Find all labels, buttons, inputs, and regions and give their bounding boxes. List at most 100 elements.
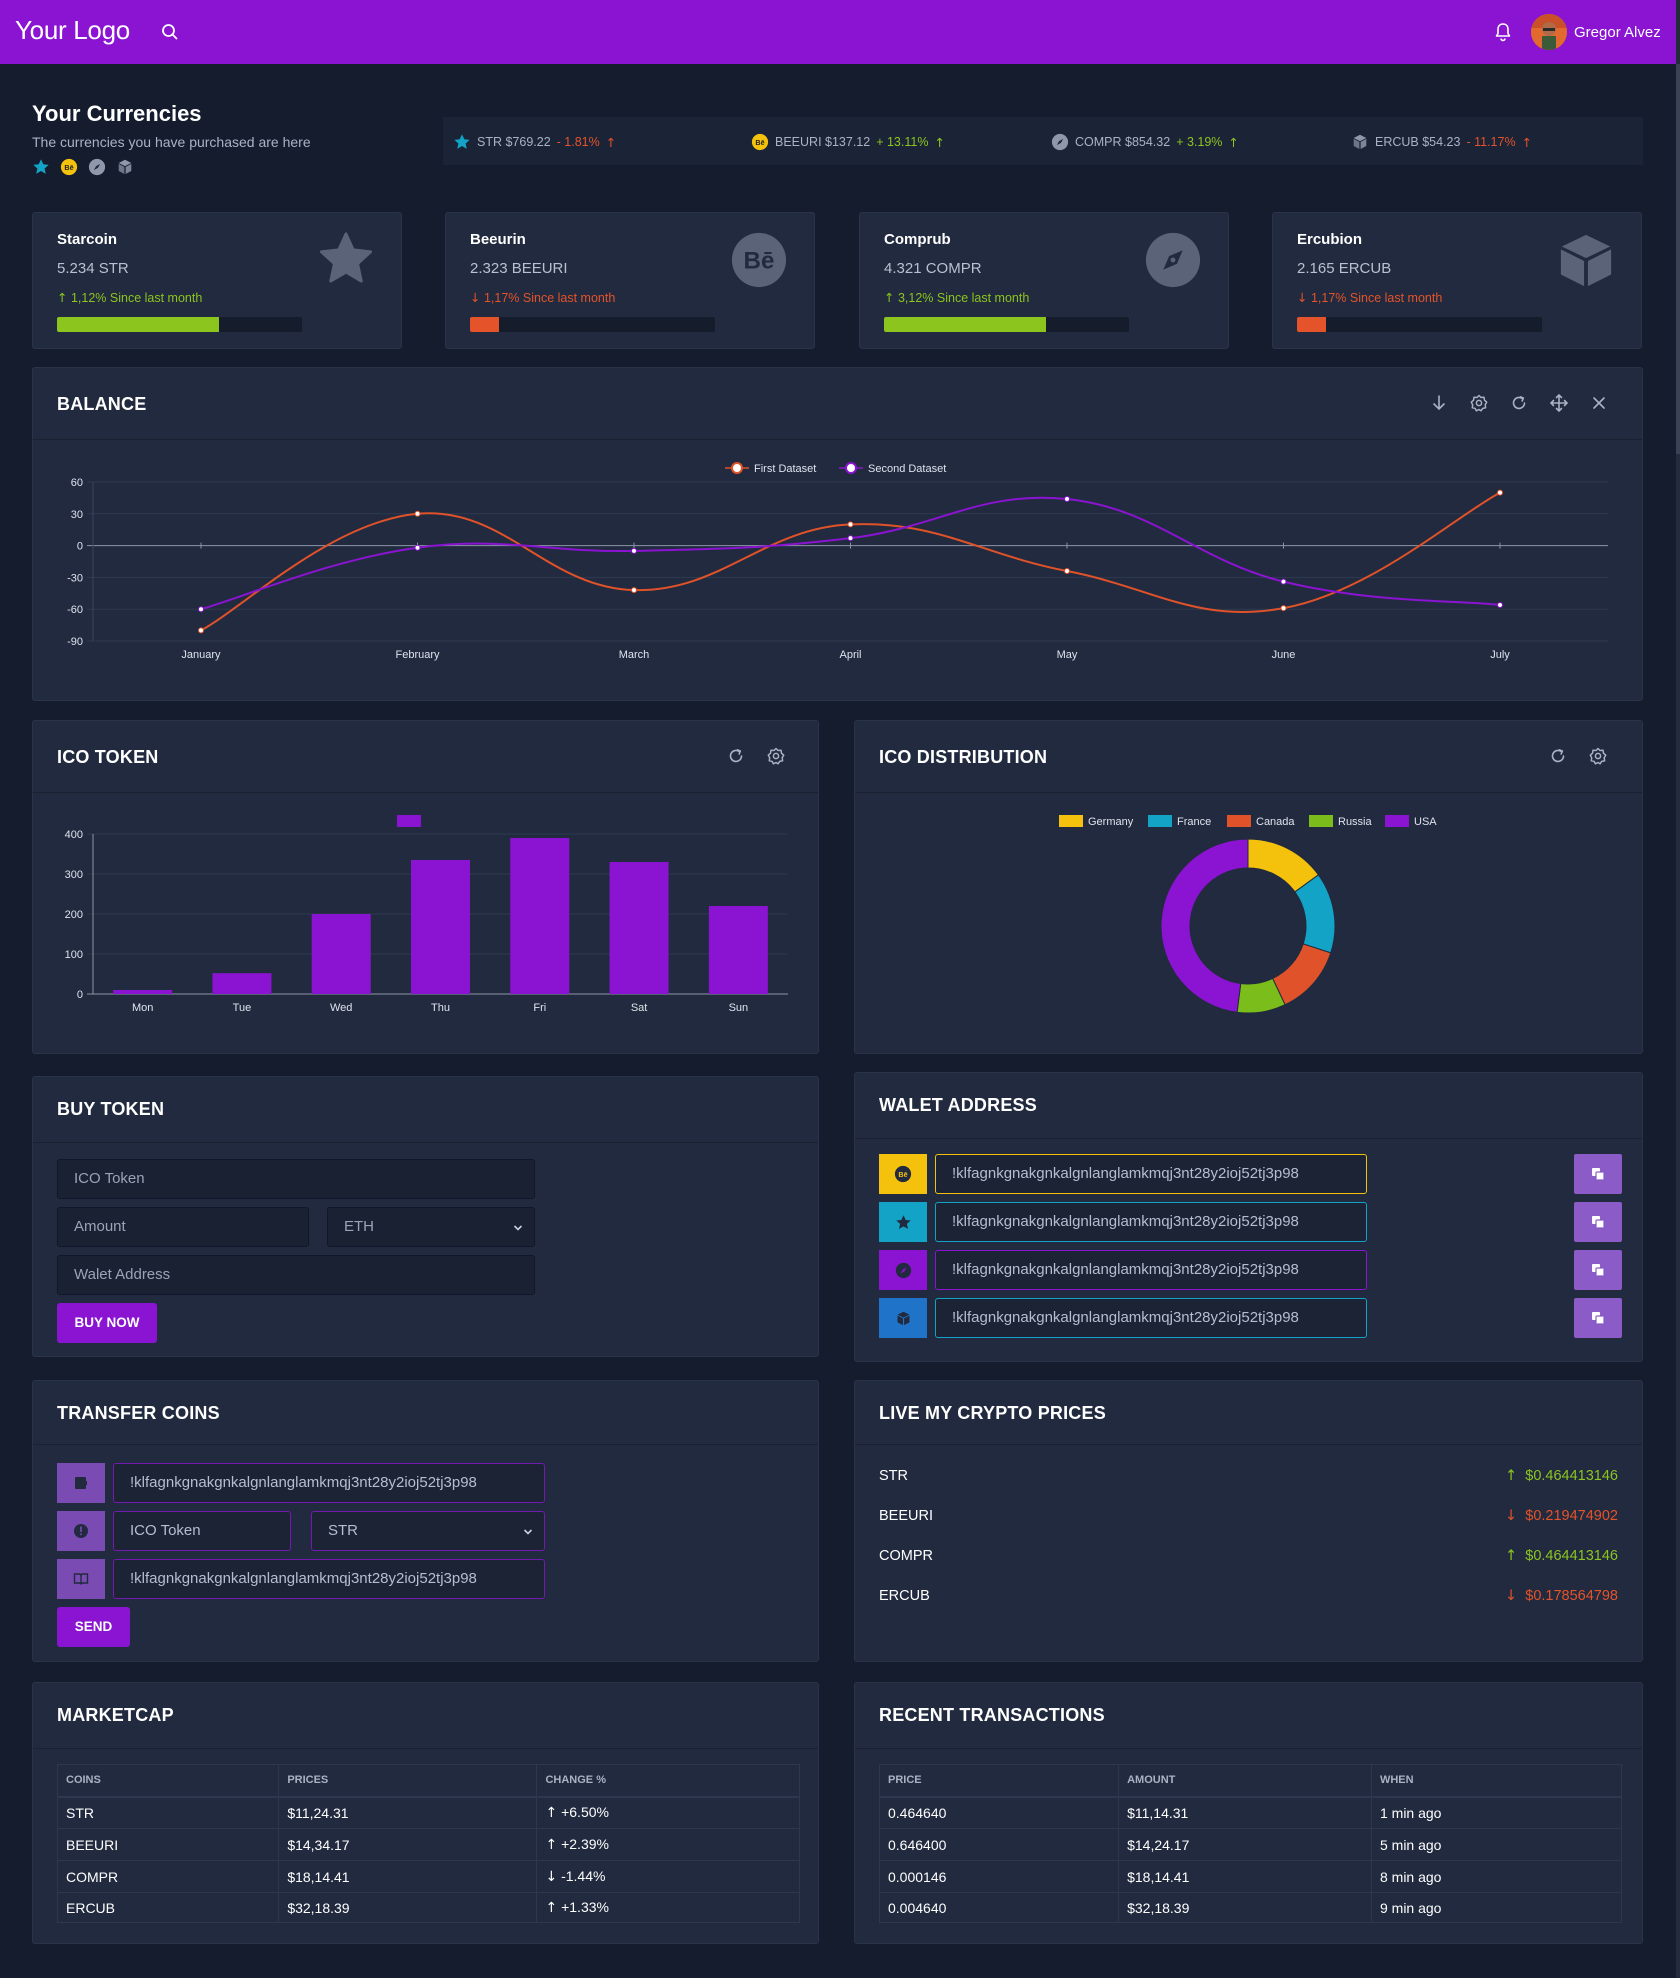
column-header[interactable]: CHANGE % xyxy=(536,1764,800,1798)
compass-icon xyxy=(895,1262,911,1278)
bar xyxy=(311,914,371,994)
ico-token-input[interactable]: ICO Token xyxy=(57,1159,535,1199)
copy-button[interactable] xyxy=(1574,1298,1622,1338)
scrollbar[interactable] xyxy=(1676,0,1680,1978)
to-address-field[interactable]: !klfagnkgnakgnkalgnlanglamkmqj3nt28y2ioj… xyxy=(113,1559,545,1599)
table-row[interactable]: 0.464640 $11,14.31 1 min ago xyxy=(878,1796,1623,1829)
column-header[interactable]: AMOUNT xyxy=(1118,1764,1372,1798)
marketcap-table: COINS PRICES CHANGE % STR $11,24.31 ↑ +6.5… xyxy=(56,1764,800,1923)
table-row[interactable]: 0.646400 $14,24.17 5 min ago xyxy=(878,1828,1623,1861)
wallet-coin-badge xyxy=(879,1250,927,1290)
legend-label: Canada xyxy=(1256,816,1295,828)
star-icon xyxy=(454,134,470,149)
refresh-icon[interactable] xyxy=(726,746,746,766)
price-row: BEEURI ↓ $0.219474902 xyxy=(879,1508,1618,1528)
walet-address-input[interactable]: Walet Address xyxy=(57,1255,535,1295)
card-name: Comprub xyxy=(884,231,951,248)
amount-input[interactable]: Amount xyxy=(57,1207,309,1247)
balance-panel: BALANCE 60 30 0 -30 -60 -90 January February Mar… xyxy=(32,367,1643,701)
ticker-item[interactable]: ERCUB $54.23 - 11.17% ↑ xyxy=(1351,133,1532,151)
x-tick-label: May xyxy=(1057,649,1078,661)
currency-card-comprub[interactable]: Comprub 4.321 COMPR ↑ 3,12% Since last m… xyxy=(859,212,1229,349)
change-cell: ↓ -1.44% xyxy=(536,1860,800,1893)
wallet-address-field[interactable]: !klfagnkgnakgnkalgnlanglamkmqj3nt28y2ioj… xyxy=(935,1154,1367,1194)
card-change: ↓ 1,17% Since last month xyxy=(1297,290,1443,305)
data-point xyxy=(1280,578,1287,585)
refresh-icon[interactable] xyxy=(1509,393,1529,413)
ticker-item[interactable]: COMPR $854.32 + 3.19% ↑ xyxy=(1051,133,1239,151)
ico-token-bar-chart: 400 300 200 100 0 Mon Tue Wed Thu Fri Sat Sun xyxy=(65,815,788,1014)
panel-title: LIVE MY CRYPTO PRICES xyxy=(879,1403,1106,1423)
currency-card-ercubion[interactable]: Ercubion 2.165 ERCUB ↓ 1,17% Since last … xyxy=(1272,212,1642,349)
currency-card-beeurin[interactable]: Beeurin 2.323 BEEURI ↓ 1,17% Since last … xyxy=(445,212,815,349)
data-point xyxy=(414,544,421,551)
card-change: ↑ 1,12% Since last month xyxy=(57,290,203,305)
bar xyxy=(411,860,470,994)
wallet-address-field[interactable]: !klfagnkgnakgnkalgnlanglamkmqj3nt28y2ioj… xyxy=(935,1202,1367,1242)
settings-icon[interactable] xyxy=(766,746,786,766)
move-icon[interactable] xyxy=(1549,393,1569,413)
column-header[interactable]: WHEN xyxy=(1370,1764,1623,1798)
x-tick-label: Sun xyxy=(729,1002,749,1014)
card-name: Starcoin xyxy=(57,231,118,248)
copy-button[interactable] xyxy=(1574,1250,1622,1290)
copy-button[interactable] xyxy=(1574,1202,1622,1242)
buy-now-button[interactable]: BUY NOW xyxy=(57,1303,157,1343)
x-tick-label: January xyxy=(181,649,221,661)
send-button[interactable]: SEND xyxy=(57,1607,130,1647)
bell-icon[interactable] xyxy=(1493,21,1513,43)
wallet-address-field[interactable]: !klfagnkgnakgnkalgnlanglamkmqj3nt28y2ioj… xyxy=(935,1250,1367,1290)
when-cell: 8 min ago xyxy=(1370,1860,1623,1893)
ico-distribution-panel: ICO DISTRIBUTION Germany France Canada Russ… xyxy=(854,720,1643,1054)
table-row[interactable]: 0.004640 $32,18.39 9 min ago xyxy=(878,1892,1623,1923)
coin-select[interactable]: STR xyxy=(311,1511,545,1551)
table-row[interactable]: 0.000146 $18,14.41 8 min ago xyxy=(878,1860,1623,1893)
data-point xyxy=(847,535,854,542)
table-row[interactable]: STR $11,24.31 ↑ +6.50% xyxy=(56,1796,800,1829)
y-tick-label: 60 xyxy=(71,477,83,489)
star-icon xyxy=(319,232,373,283)
svg-text:Bē: Bē xyxy=(64,163,73,172)
bar xyxy=(212,973,272,994)
column-header[interactable]: PRICES xyxy=(278,1764,538,1798)
user-name[interactable]: Gregor Alvez xyxy=(1574,24,1661,41)
from-address-field[interactable]: !klfagnkgnakgnkalgnlanglamkmqj3nt28y2ioj… xyxy=(113,1463,545,1503)
amount-cell: $11,14.31 xyxy=(1118,1796,1372,1829)
table-row[interactable]: BEEURI $14,34.17 ↑ +2.39% xyxy=(56,1828,800,1861)
column-header[interactable]: COINS xyxy=(56,1764,280,1798)
ico-token-input[interactable]: ICO Token xyxy=(113,1511,291,1551)
settings-icon[interactable] xyxy=(1469,393,1489,413)
ticker-text: COMPR $854.32 xyxy=(1075,135,1171,149)
coin-name: COMPR xyxy=(879,1548,933,1564)
data-point xyxy=(198,606,204,613)
copy-button[interactable] xyxy=(1574,1154,1622,1194)
coin-name: ERCUB xyxy=(879,1588,930,1604)
logo[interactable]: Your Logo xyxy=(15,15,130,45)
currency-select[interactable]: ETH xyxy=(327,1207,535,1247)
card-change: ↓ 1,17% Since last month xyxy=(470,290,616,305)
column-header[interactable]: PRICE xyxy=(878,1764,1120,1798)
coin-cell: BEEURI xyxy=(56,1828,280,1861)
table-row[interactable]: ERCUB $32,18.39 ↑ +1.33% xyxy=(56,1892,800,1923)
legend-marker xyxy=(1227,815,1251,827)
y-tick-label: 200 xyxy=(65,909,83,921)
currency-card-starcoin[interactable]: Starcoin 5.234 STR ↑ 1,12% Since last mo… xyxy=(32,212,402,349)
behance-icon: Bē xyxy=(894,1165,912,1183)
data-point xyxy=(631,587,637,594)
close-icon[interactable] xyxy=(1589,393,1609,413)
scrollbar-thumb[interactable] xyxy=(1676,64,1680,454)
card-amount: 2.165 ERCUB xyxy=(1297,260,1392,277)
arrow-down-icon[interactable] xyxy=(1429,393,1449,413)
settings-icon[interactable] xyxy=(1588,746,1608,766)
wallet-address-field[interactable]: !klfagnkgnakgnkalgnlanglamkmqj3nt28y2ioj… xyxy=(935,1298,1367,1338)
table-row[interactable]: COMPR $18,14.41 ↓ -1.44% xyxy=(56,1860,800,1893)
data-point xyxy=(1064,568,1070,575)
y-tick-label: 400 xyxy=(65,829,83,841)
avatar[interactable] xyxy=(1531,14,1567,50)
ticker-item[interactable]: STR $769.22 - 1.81% ↑ xyxy=(453,133,616,151)
bar xyxy=(113,990,173,994)
legend-label: Russia xyxy=(1338,816,1373,828)
search-icon[interactable] xyxy=(160,22,180,42)
refresh-icon[interactable] xyxy=(1548,746,1568,766)
ticker-item[interactable]: Bē BEEURI $137.12 + 13.11% ↑ xyxy=(751,133,945,151)
